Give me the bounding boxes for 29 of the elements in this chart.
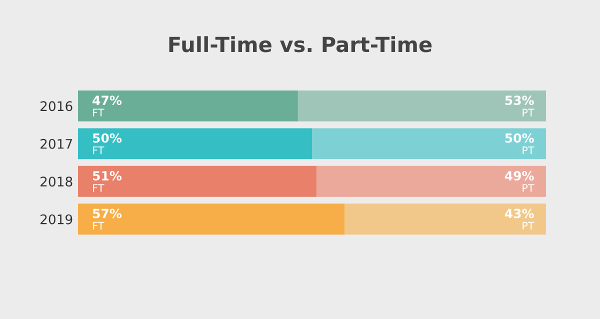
bar bbox=[312, 128, 546, 160]
data-label: 51% bbox=[93, 171, 122, 180]
data-label: 50% bbox=[505, 133, 534, 143]
series-label: PT bbox=[522, 146, 534, 154]
y-tick-label: 2019 bbox=[40, 214, 72, 224]
bar bbox=[78, 128, 312, 160]
bar bbox=[344, 204, 546, 235]
bar bbox=[298, 90, 546, 122]
y-tick-label: 2017 bbox=[40, 138, 72, 149]
data-label: 47% bbox=[92, 96, 122, 106]
data-label: 49% bbox=[504, 171, 534, 180]
chart-title: Full-Time vs. Part-Time bbox=[169, 36, 432, 52]
text: PT bbox=[522, 184, 534, 192]
text: FT bbox=[93, 108, 104, 116]
text: PT bbox=[522, 222, 534, 230]
data-label: 50% bbox=[93, 133, 122, 143]
data-label: 57% bbox=[93, 208, 122, 218]
y-tick-label: 2018 bbox=[40, 176, 72, 187]
y-tick-label: 2016 bbox=[40, 101, 72, 112]
bar bbox=[78, 204, 345, 235]
data-label: 43% bbox=[504, 208, 534, 218]
text: FT bbox=[93, 184, 104, 192]
text: FT bbox=[93, 222, 104, 230]
data-label: 53% bbox=[505, 96, 534, 106]
bar bbox=[78, 90, 298, 122]
bar bbox=[78, 166, 317, 197]
bar bbox=[316, 166, 546, 197]
text: PT bbox=[522, 108, 534, 116]
series-label: FT bbox=[93, 146, 104, 154]
